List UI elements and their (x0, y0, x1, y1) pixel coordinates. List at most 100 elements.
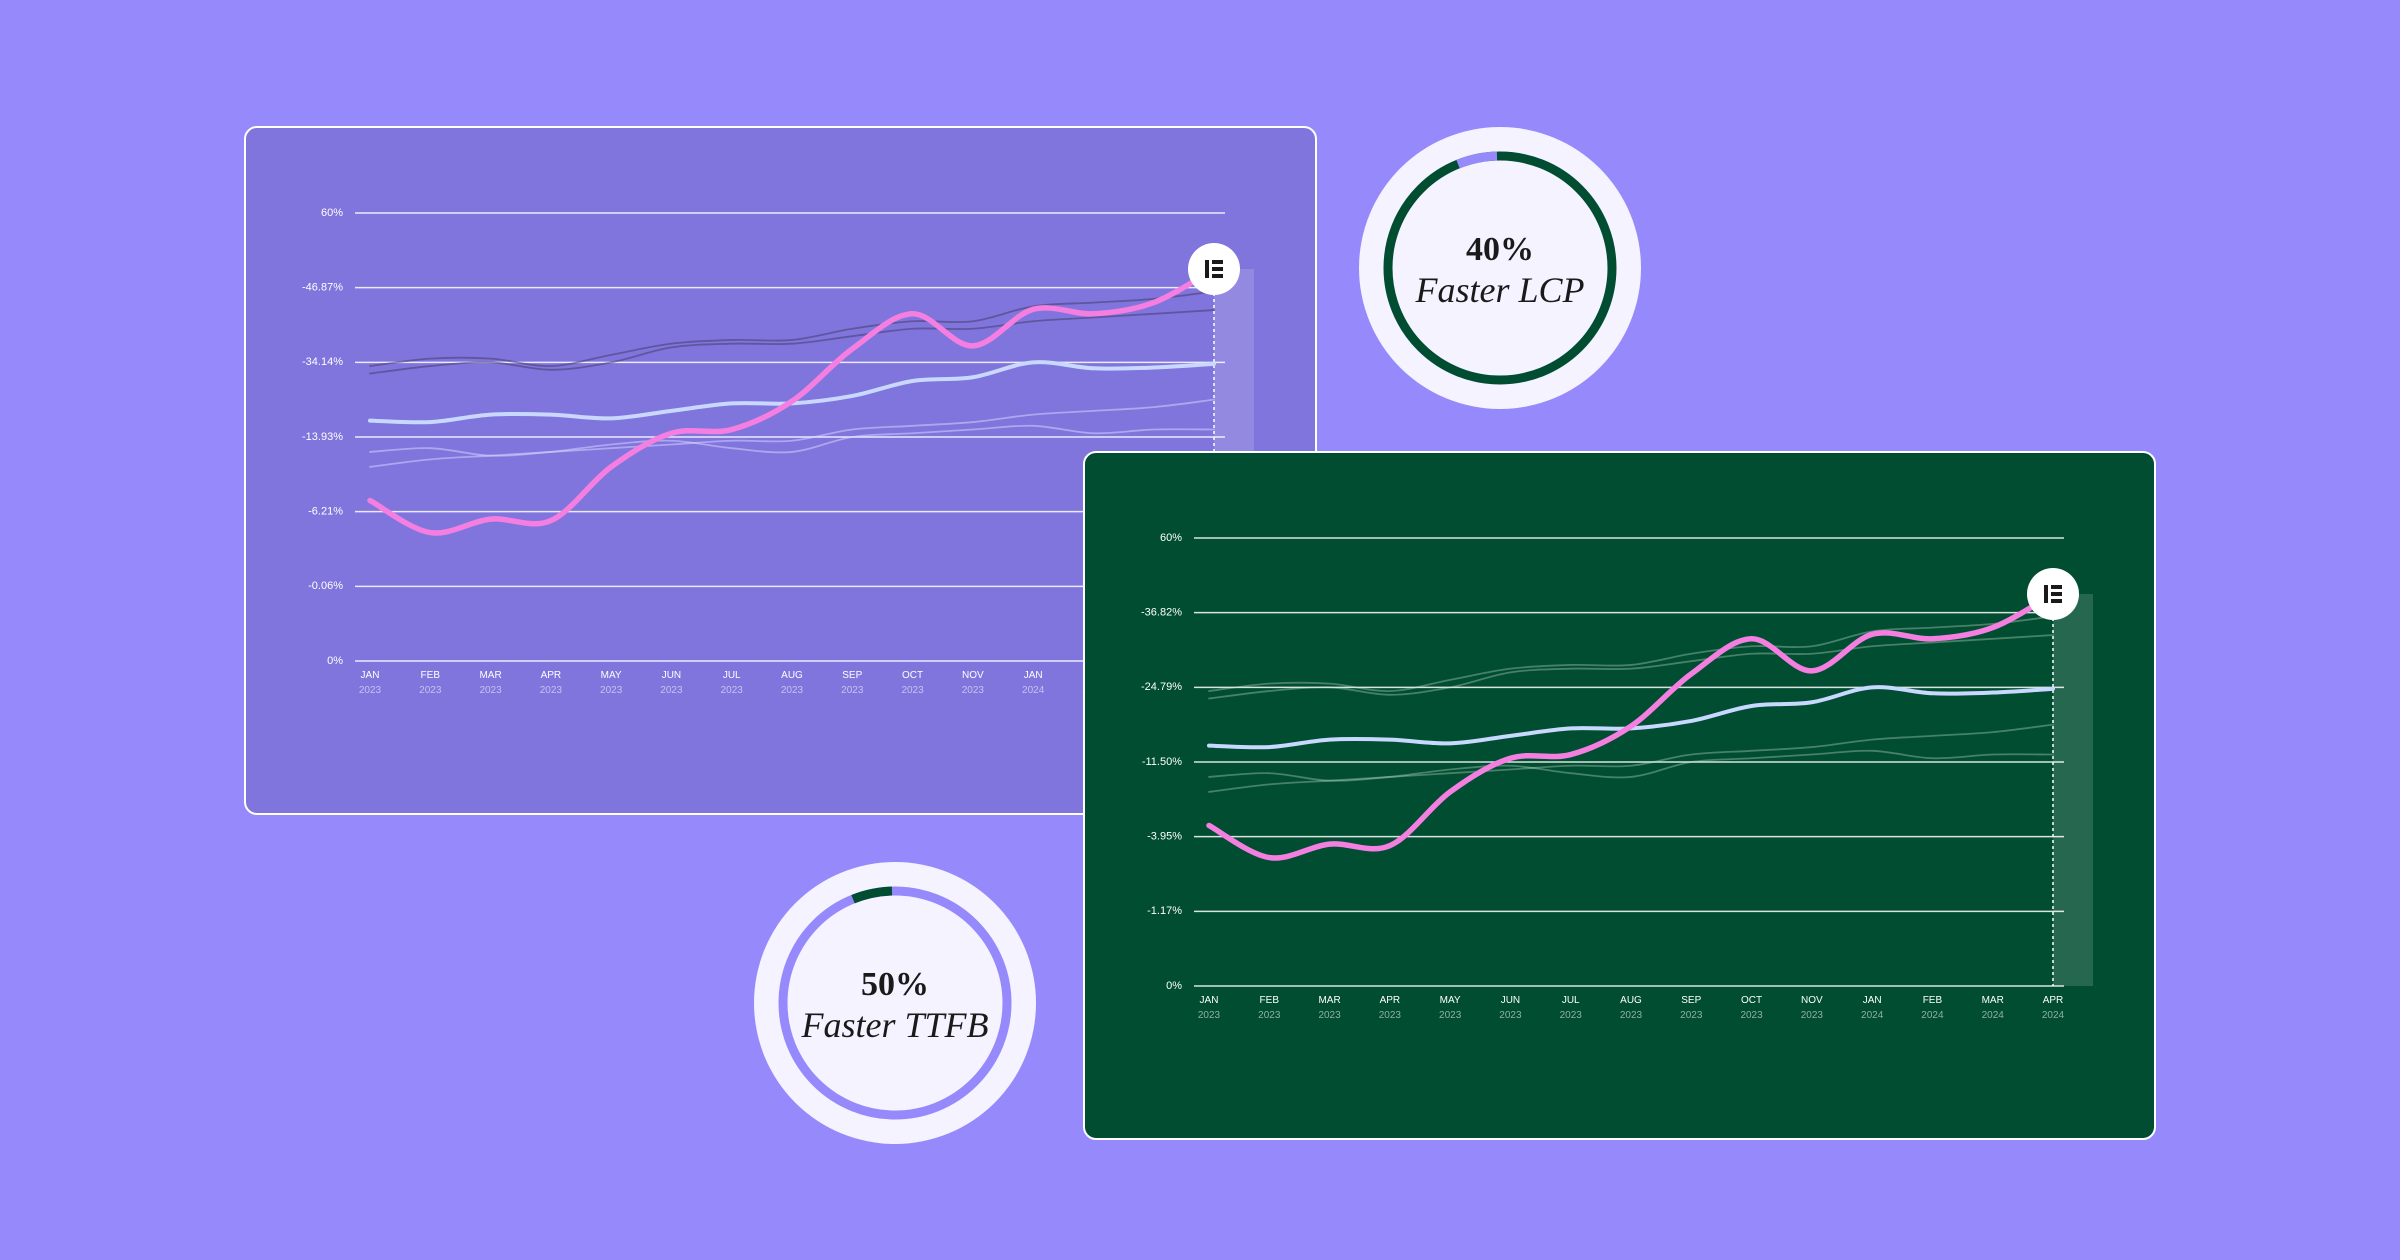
badge-ring (1383, 151, 1617, 385)
badge-value: 40% (1466, 231, 1534, 268)
badge-caption: Faster TTFB (800, 1005, 988, 1045)
x-tick-year: 2023 (600, 685, 623, 696)
x-tick-year: 2023 (901, 685, 924, 696)
x-tick-year: 2023 (479, 685, 502, 696)
x-tick-year: 2024 (1861, 1010, 1884, 1021)
y-tick-label: -24.79% (1141, 681, 1182, 693)
x-tick-label: MAR (479, 670, 501, 681)
x-tick-label: JUL (723, 670, 741, 681)
x-tick-label: APR (1380, 995, 1401, 1006)
x-tick-year: 2023 (781, 685, 804, 696)
brand-icon-bar (1212, 260, 1223, 264)
x-tick-label: SEP (842, 670, 862, 681)
y-tick-label: 0% (1166, 980, 1182, 992)
x-tick-year: 2024 (1022, 685, 1045, 696)
y-tick-label: -11.50% (1142, 756, 1182, 768)
badge-disc (1359, 127, 1641, 409)
series-line (1208, 749, 2054, 782)
y-tick-label: -6.21% (308, 506, 343, 518)
badge-caption: Faster LCP (1414, 270, 1584, 310)
x-tick-label: JAN (1200, 995, 1219, 1006)
series-line (1208, 615, 2054, 692)
x-tick-year: 2023 (1439, 1010, 1462, 1021)
badge-ring-arc (778, 886, 1012, 1120)
x-tick-label: NOV (962, 670, 984, 681)
x-tick-year: 2023 (660, 685, 683, 696)
x-tick-year: 2023 (1620, 1010, 1643, 1021)
x-tick-label: FEB (1260, 995, 1280, 1006)
x-tick-label: AUG (1620, 995, 1642, 1006)
badge-ring (778, 886, 1012, 1120)
x-tick-label: MAY (601, 670, 622, 681)
x-tick-year: 2023 (962, 685, 985, 696)
x-tick-label: OCT (1741, 995, 1762, 1006)
x-tick-label: AUG (781, 670, 803, 681)
y-tick-label: 0% (327, 655, 343, 667)
y-tick-label: -13.93% (302, 431, 343, 443)
x-tick-label: APR (2043, 995, 2064, 1006)
y-tick-label: -46.87% (302, 282, 343, 294)
x-tick-year: 2023 (540, 685, 563, 696)
x-tick-year: 2023 (841, 685, 864, 696)
brand-icon-bar (2044, 585, 2048, 603)
x-tick-year: 2023 (1258, 1010, 1281, 1021)
x-tick-year: 2023 (1198, 1010, 1221, 1021)
x-tick-label: NOV (1801, 995, 1823, 1006)
y-tick-label: -3.95% (1147, 831, 1182, 843)
brand-icon (2027, 568, 2079, 620)
chart-card: 0% -1.17% -3.95% -11.50% -24.79% -36.82% 60% JA… (1083, 451, 2156, 1140)
x-tick-label: APR (541, 670, 562, 681)
brand-icon-bar (2051, 599, 2062, 603)
series-line (1206, 591, 2056, 861)
x-tick-label: JAN (1863, 995, 1882, 1006)
x-tick-year: 2023 (1318, 1010, 1341, 1021)
x-tick-label: JAN (1024, 670, 1043, 681)
x-tick-label: SEP (1681, 995, 1701, 1006)
badge-ring-gap (1383, 151, 1617, 385)
brand-icon (1188, 243, 1240, 295)
x-tick-label: JUN (1501, 995, 1520, 1006)
series-line (1208, 634, 2054, 700)
x-tick-year: 2023 (1379, 1010, 1402, 1021)
x-tick-year: 2023 (1801, 1010, 1824, 1021)
badge-disc (754, 862, 1036, 1144)
x-tick-year: 2023 (1560, 1010, 1583, 1021)
brand-icon-bar (2051, 585, 2062, 589)
highlight-column (2053, 594, 2093, 986)
x-tick-year: 2023 (721, 685, 744, 696)
brand-icon-bar (1205, 260, 1209, 278)
x-tick-label: JUN (662, 670, 681, 681)
y-tick-label: -1.17% (1147, 905, 1182, 917)
x-tick-label: FEB (1923, 995, 1943, 1006)
y-tick-label: 60% (321, 207, 343, 219)
x-tick-label: OCT (902, 670, 923, 681)
badge: 50% Faster TTFB (754, 862, 1036, 1144)
y-tick-label: -0.06% (308, 580, 343, 592)
x-tick-label: MAY (1440, 995, 1461, 1006)
x-tick-year: 2024 (1982, 1010, 2005, 1021)
x-tick-year: 2023 (1740, 1010, 1763, 1021)
x-tick-label: JAN (361, 670, 380, 681)
y-tick-label: -36.82% (1141, 607, 1182, 619)
badge: 40% Faster LCP (1359, 127, 1641, 409)
x-tick-label: FEB (421, 670, 441, 681)
series-line (369, 424, 1215, 457)
x-tick-year: 2023 (419, 685, 442, 696)
x-tick-year: 2024 (2042, 1010, 2065, 1021)
series-line (369, 290, 1215, 367)
y-tick-label: -34.14% (302, 356, 343, 368)
brand-icon-bar (2051, 592, 2062, 596)
x-tick-year: 2023 (359, 685, 382, 696)
badge-value: 50% (861, 966, 929, 1003)
x-tick-label: MAR (1982, 995, 2004, 1006)
brand-icon-bar (1212, 267, 1223, 271)
brand-icon-bar (1212, 274, 1223, 278)
x-tick-label: MAR (1318, 995, 1340, 1006)
x-tick-label: JUL (1562, 995, 1580, 1006)
x-tick-year: 2024 (1921, 1010, 1944, 1021)
x-tick-year: 2023 (1680, 1010, 1703, 1021)
series-line (369, 309, 1215, 375)
card (1083, 451, 2156, 1140)
